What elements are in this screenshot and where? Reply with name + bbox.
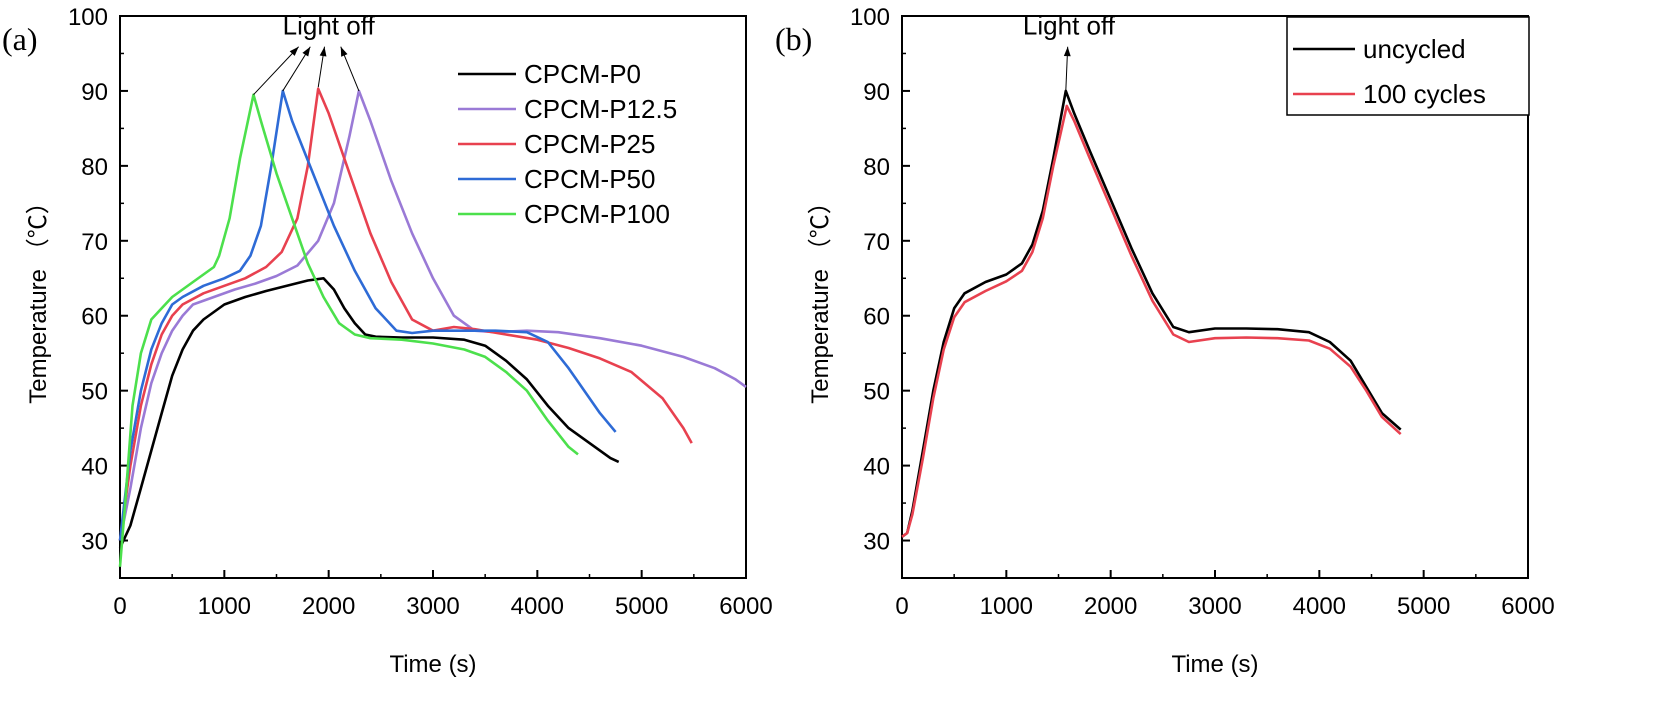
x-tick-label: 0	[895, 593, 908, 620]
y-tick-label: 50	[863, 379, 890, 406]
annotation-arrowhead	[340, 46, 348, 57]
x-tick-label: 6000	[719, 593, 772, 620]
legend-entry: CPCM-P25	[524, 129, 655, 159]
legend-entry: CPCM-P0	[524, 59, 641, 89]
y-tick-label: 30	[81, 529, 108, 556]
light-off-annotation: Light off	[283, 11, 376, 41]
panel-a-y-axis-label: Temperature （℃）	[25, 190, 52, 403]
y-tick-label: 60	[81, 304, 108, 331]
series-line-cpcm-p25	[118, 87, 693, 541]
x-tick-label: 5000	[615, 593, 668, 620]
series-line-cpcm-p50	[118, 89, 617, 541]
series-line-100-cycles	[901, 104, 1402, 538]
y-tick-label: 70	[81, 229, 108, 256]
x-tick-label: 1000	[198, 593, 251, 620]
legend-entry: CPCM-P12.5	[524, 94, 677, 124]
y-tick-label: 40	[863, 454, 890, 481]
panel-a-label: (a)	[2, 21, 38, 57]
panel-b-annotation: Light off	[1023, 11, 1116, 91]
y-tick-label: 70	[863, 229, 890, 256]
x-tick-label: 2000	[302, 593, 355, 620]
x-tick-label: 1000	[980, 593, 1033, 620]
panel-a-x-axis-label: Time (s)	[389, 651, 476, 678]
panel-a: (a) 0 1000 2000 3000 4000 5000 6000 30 40 50 60 70 8…	[2, 4, 773, 678]
x-tick-label: 6000	[1501, 593, 1554, 620]
y-tick-label: 60	[863, 304, 890, 331]
x-tick-label: 3000	[406, 593, 459, 620]
y-tick-label: 100	[850, 4, 890, 31]
y-tick-label: 40	[81, 454, 108, 481]
panel-a-series	[118, 87, 747, 567]
legend-entry: uncycled	[1363, 34, 1466, 64]
series-line-uncycled	[901, 89, 1402, 538]
x-tick-label: 5000	[1397, 593, 1450, 620]
annotation-arrowhead	[302, 46, 311, 57]
panel-b-x-axis-label: Time (s)	[1171, 651, 1258, 678]
y-tick-label: 30	[863, 529, 890, 556]
y-tick-label: 100	[68, 4, 108, 31]
y-tick-label: 80	[863, 154, 890, 181]
y-tick-label: 80	[81, 154, 108, 181]
x-tick-label: 4000	[1293, 593, 1346, 620]
panel-a-annotation: Light off	[253, 11, 376, 96]
panel-b-y-axis-label: Temperature （℃）	[807, 190, 834, 403]
legend-entry: 100 cycles	[1363, 79, 1486, 109]
panel-a-ticks: 0 1000 2000 3000 4000 5000 6000 30 40 50 60 70 80 90 1…	[68, 4, 773, 620]
x-tick-label: 3000	[1188, 593, 1241, 620]
legend-entry: CPCM-P100	[524, 199, 670, 229]
panel-a-legend: CPCM-P0 CPCM-P12.5 CPCM-P25 CPCM-P50 CPCM-P1…	[458, 59, 677, 229]
annotation-arrowhead	[1063, 46, 1071, 57]
legend-entry: CPCM-P50	[524, 164, 655, 194]
series-line-cpcm-p0	[118, 277, 620, 549]
y-tick-label: 90	[863, 79, 890, 106]
x-tick-label: 4000	[511, 593, 564, 620]
annotation-arrowhead	[319, 46, 327, 57]
light-off-annotation: Light off	[1023, 11, 1116, 41]
series-line-cpcm-p12-5	[118, 89, 747, 541]
panel-b-ticks: 0 1000 2000 3000 4000 5000 6000 30 40 50 60 70 80 90 1…	[850, 4, 1555, 620]
panel-b: (b) 0 1000 2000 3000 4000 5000 6000 30 40 50 60 70 8…	[775, 4, 1555, 678]
panel-b-series	[901, 89, 1402, 538]
y-tick-label: 90	[81, 79, 108, 106]
legend-box	[1286, 16, 1530, 116]
series-line-cpcm-p100	[118, 93, 579, 567]
annotation-arrowhead	[289, 46, 299, 56]
x-tick-label: 0	[113, 593, 126, 620]
x-tick-label: 2000	[1084, 593, 1137, 620]
panel-b-legend: uncycled 100 cycles	[1286, 16, 1530, 116]
y-tick-label: 50	[81, 379, 108, 406]
panel-b-label: (b)	[775, 21, 812, 57]
annotation-arrow	[253, 46, 299, 96]
